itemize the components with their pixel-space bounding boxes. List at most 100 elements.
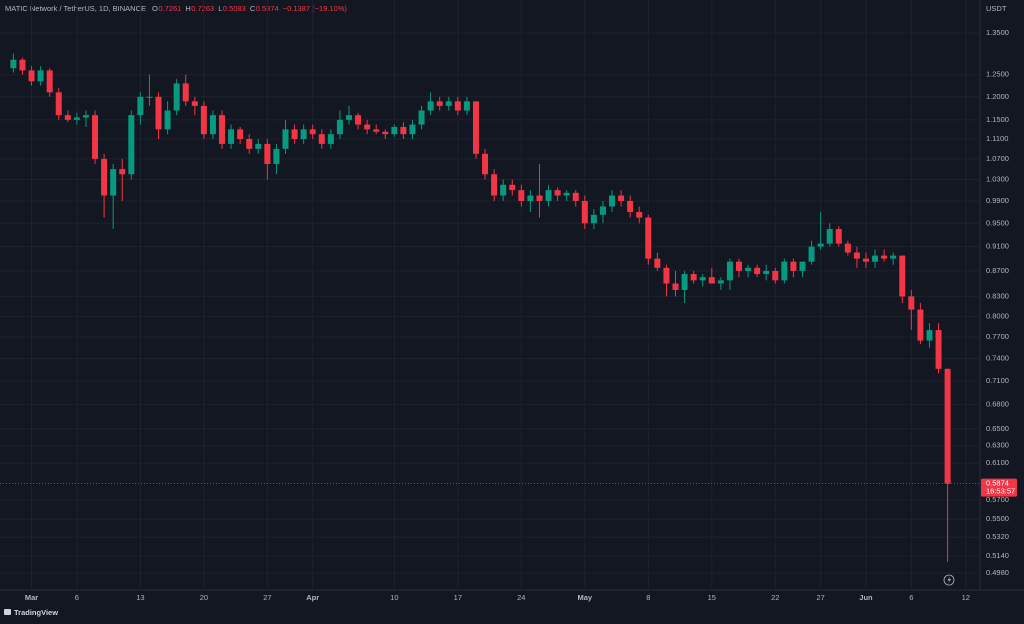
candle-body [309, 129, 316, 135]
candle-body [282, 129, 289, 149]
y-tick-label: 0.9500 [986, 218, 1009, 227]
y-tick-label: 0.6300 [986, 441, 1009, 450]
candles [10, 53, 951, 562]
candle-body [545, 190, 552, 201]
candle-body [917, 309, 924, 341]
x-tick-label: 6 [75, 593, 79, 602]
candle-body [745, 267, 752, 271]
candle-body [173, 83, 180, 111]
candle-body [345, 115, 352, 120]
ohlc-key: C [250, 4, 256, 13]
countdown-label: 16:53:57 [986, 487, 1015, 496]
candle-body [817, 243, 824, 247]
candle-body [772, 270, 779, 281]
y-tick-label: 0.6500 [986, 424, 1009, 433]
candle-body [191, 101, 198, 106]
candle-body [908, 296, 915, 310]
x-tick-label: 8 [646, 593, 650, 602]
candle-body [609, 195, 616, 207]
candle-body [681, 274, 688, 290]
candle-body [146, 96, 153, 98]
ohlc-key: L [218, 4, 222, 13]
candle-body [454, 101, 461, 111]
candle-body [318, 134, 325, 144]
lightning-button[interactable] [943, 574, 955, 586]
candle-body [182, 83, 189, 102]
candle-body [327, 134, 334, 144]
candle-body [645, 217, 652, 259]
y-tick-label: 1.3500 [986, 28, 1009, 37]
x-tick-label: 10 [390, 593, 398, 602]
candle-body [627, 200, 634, 213]
x-tick-label: 17 [454, 593, 462, 602]
y-tick-label: 1.1100 [986, 134, 1008, 143]
candle-body [717, 280, 724, 284]
candle-body [137, 96, 144, 116]
x-tick-label: 22 [771, 593, 779, 602]
candle-body [255, 143, 262, 149]
ohlc-value: 0.5083 [223, 4, 246, 13]
candle-body [599, 206, 606, 215]
candle-body [10, 59, 17, 69]
candle-body [92, 115, 99, 159]
candle-body [128, 115, 135, 175]
candle-body [872, 255, 879, 262]
candle-body [944, 368, 951, 484]
x-tick-label: Mar [25, 593, 38, 602]
candle-body [491, 174, 498, 196]
last-price-label: 0.5874 [986, 479, 1009, 488]
candle-body [391, 126, 398, 135]
ohlc-key: O [152, 4, 158, 13]
ohlc-value: 0.7261 [158, 4, 181, 13]
x-tick-label: 20 [200, 593, 208, 602]
candle-body [853, 252, 860, 259]
candle-body [19, 59, 26, 71]
candle-body [355, 115, 362, 125]
candle-body [436, 101, 443, 106]
x-tick-label: Jun [859, 593, 873, 602]
x-tick-label: 24 [517, 593, 525, 602]
candle-body [82, 115, 89, 118]
candle-body [699, 277, 706, 281]
candle-body [155, 96, 162, 130]
lightning-circle[interactable] [943, 574, 955, 586]
brand-name: TradingView [14, 608, 58, 617]
candle-body [554, 190, 561, 196]
ohlc-key: H [185, 4, 190, 13]
candle-body [527, 195, 534, 201]
y-tick-label: 1.1500 [986, 115, 1009, 124]
x-tick-label: Apr [306, 593, 319, 602]
candle-body [400, 126, 407, 135]
lightning-icon[interactable] [947, 576, 952, 584]
candle-body [708, 277, 715, 284]
y-tick-label: 0.4980 [986, 568, 1009, 577]
candle-body [246, 139, 253, 149]
candle-body [110, 169, 117, 196]
x-tick-label: May [578, 593, 593, 602]
candle-body [690, 274, 697, 281]
candle-body [636, 212, 643, 218]
change-label: −0.1387 (−19.10%) [283, 4, 348, 13]
candle-body [46, 70, 53, 93]
candle-body [64, 115, 71, 120]
candle-body [119, 169, 126, 175]
y-tick-label: 0.7700 [986, 332, 1009, 341]
candle-body [672, 283, 679, 290]
ohlc-value: 0.7263 [191, 4, 214, 13]
candle-body [55, 92, 62, 116]
candle-body [300, 129, 307, 140]
y-tick-label: 0.9900 [986, 196, 1009, 205]
candle-body [754, 267, 761, 275]
y-tick-label: 1.2000 [986, 92, 1009, 101]
candle-body [654, 258, 661, 268]
y-tick-label: 0.8000 [986, 311, 1009, 320]
y-tick-label: 0.5140 [986, 551, 1009, 560]
candle-body [572, 192, 579, 201]
candle-body [781, 261, 788, 281]
candle-body [881, 255, 888, 259]
grid [0, 0, 980, 590]
x-tick-label: 15 [708, 593, 716, 602]
y-tick-label: 0.5700 [986, 495, 1009, 504]
